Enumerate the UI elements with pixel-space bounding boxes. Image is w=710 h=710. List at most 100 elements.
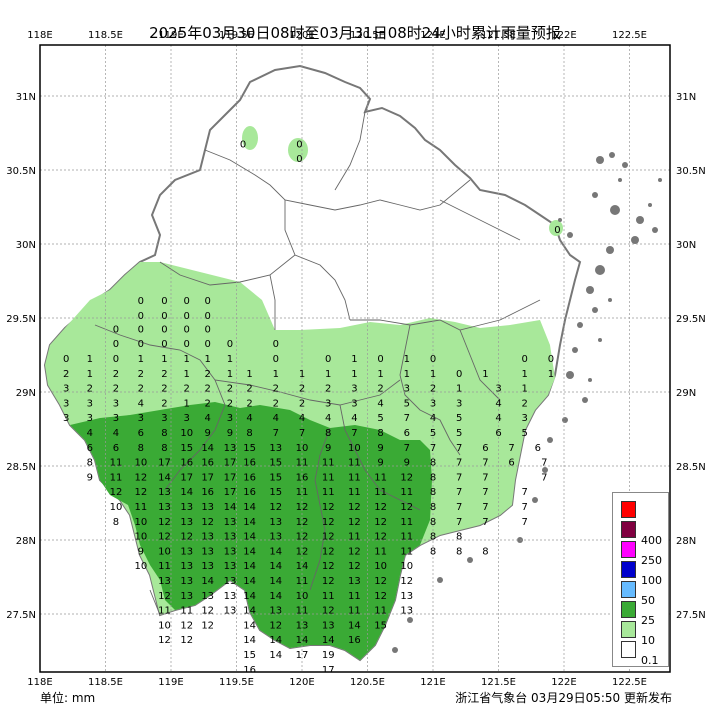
station-value: 3 [522, 413, 528, 424]
station-value: 12 [201, 517, 214, 528]
station-value: 1 [138, 354, 144, 365]
legend-swatch [621, 501, 636, 518]
station-value: 10 [135, 458, 148, 469]
station-value: 1 [351, 369, 357, 380]
plot-frame [39, 44, 671, 673]
station-value: 17 [224, 458, 237, 469]
station-value: 14 [243, 561, 256, 572]
station-value: 13 [158, 487, 171, 498]
station-value: 0 [227, 339, 233, 350]
station-value: 0 [161, 296, 167, 307]
station-value: 2 [161, 384, 167, 395]
station-value: 7 [299, 428, 305, 439]
station-value: 7 [456, 502, 462, 513]
station-value: 12 [322, 576, 335, 587]
station-value: 0 [184, 339, 190, 350]
station-value: 13 [180, 546, 193, 557]
station-value: 13 [224, 561, 237, 572]
station-value: 2 [204, 398, 210, 409]
station-value: 0 [273, 339, 279, 350]
station-value: 11 [348, 591, 361, 602]
station-value: 15 [269, 472, 282, 483]
station-value: 2 [204, 369, 210, 380]
station-value: 3 [456, 398, 462, 409]
station-value: 2 [227, 384, 233, 395]
rain-spot [288, 138, 308, 162]
station-value: 19 [322, 650, 335, 661]
station-value: 1 [404, 369, 410, 380]
station-value: 3 [63, 398, 69, 409]
station-value: 0 [522, 354, 528, 365]
station-value: 14 [243, 532, 256, 543]
lat-tick-right: 29N [676, 388, 696, 399]
station-value: 7 [482, 517, 488, 528]
station-value: 0 [377, 354, 383, 365]
station-value: 14 [243, 635, 256, 646]
station-value: 1 [482, 369, 488, 380]
station-value: 8 [161, 443, 167, 454]
station-value: 12 [400, 576, 413, 587]
station-value: 7 [482, 472, 488, 483]
station-value: 2 [113, 369, 119, 380]
lon-tick-bottom: 122E [551, 677, 576, 688]
station-value: 15 [180, 443, 193, 454]
station-value: 11 [322, 487, 335, 498]
station-value: 0 [184, 311, 190, 322]
station-value: 2 [273, 384, 279, 395]
lat-tick-left: 30.5N [6, 166, 36, 177]
station-value: 0 [204, 296, 210, 307]
station-value: 11 [400, 532, 413, 543]
station-value: 12 [180, 620, 193, 631]
station-value: 8 [430, 458, 436, 469]
station-value: 11 [296, 487, 309, 498]
axis-ticks: 118E 118E 118.5E 118.5E 119E 119E 119.5E 119.5E… [6, 30, 706, 688]
station-value: 8 [377, 428, 383, 439]
station-value: 16 [296, 472, 309, 483]
station-value: 7 [456, 458, 462, 469]
station-value: 1 [325, 369, 331, 380]
lon-tick-top: 121E [420, 30, 445, 41]
station-value: 2 [227, 398, 233, 409]
station-value: 4 [377, 398, 383, 409]
station-value: 9 [138, 546, 144, 557]
station-value: 10 [400, 561, 413, 572]
lon-tick-top: 119E [158, 30, 183, 41]
station-value: 11 [296, 458, 309, 469]
station-value: 15 [243, 443, 256, 454]
station-value: 14 [322, 635, 335, 646]
station-value: 13 [400, 606, 413, 617]
station-value: 9 [87, 472, 93, 483]
station-value: 7 [456, 443, 462, 454]
station-value: 10 [135, 561, 148, 572]
station-value: 6 [404, 428, 410, 439]
station-value: 4 [430, 413, 436, 424]
station-value: 0 [273, 354, 279, 365]
station-value: 1 [87, 354, 93, 365]
station-value: 12 [348, 502, 361, 513]
lat-tick-right: 27.5N [676, 610, 706, 621]
station-value: 13 [269, 606, 282, 617]
station-value: 11 [158, 606, 171, 617]
station-value: 12 [158, 517, 171, 528]
station-value: 2 [161, 369, 167, 380]
station-value: 12 [158, 635, 171, 646]
station-value: 14 [158, 472, 171, 483]
station-value: 16 [201, 487, 214, 498]
station-value: 2 [87, 384, 93, 395]
station-value: 2 [522, 398, 528, 409]
lon-tick-bottom: 120E [289, 677, 314, 688]
station-value: 15 [243, 650, 256, 661]
station-value: 2 [204, 384, 210, 395]
station-value: 13 [224, 532, 237, 543]
station-value: 16 [243, 665, 256, 676]
station-value: 9 [227, 428, 233, 439]
station-value: 2 [63, 369, 69, 380]
station-value: 13 [180, 576, 193, 587]
lon-tick-bottom: 121E [420, 677, 445, 688]
station-value: 8 [430, 546, 436, 557]
station-value: 7 [541, 472, 547, 483]
station-value: 12 [269, 620, 282, 631]
station-value: 14 [243, 576, 256, 587]
station-value: 1 [161, 354, 167, 365]
